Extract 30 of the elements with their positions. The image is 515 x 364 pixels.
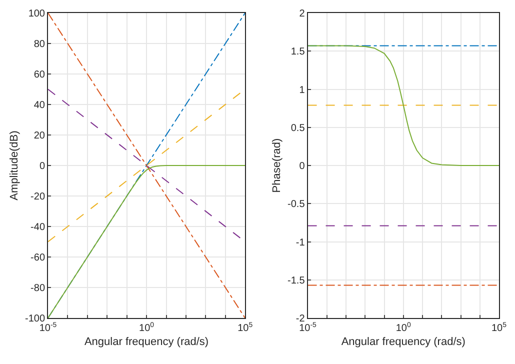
x-axis-title: Angular frequency (rad/s) (341, 336, 466, 348)
y-tick-label: 2 (299, 8, 306, 20)
y-tick-label: 1 (299, 84, 306, 96)
x-tick-label: 10$^{5}$ (491, 322, 507, 334)
x-tick-label: 10$^{-5}$ (39, 322, 57, 334)
y-tick-label: -40 (30, 222, 46, 233)
y-tick-label: -1 (296, 237, 306, 248)
y-tick-label: 0.5 (290, 122, 306, 134)
y-tick-label: -2 (296, 314, 306, 324)
y-tick-label: 20 (34, 130, 46, 142)
y-tick-label: -0.5 (288, 199, 306, 210)
y-tick-label: -20 (30, 192, 46, 202)
x-tick-label: 10$^{5}$ (238, 322, 253, 334)
y-axis-title: Amplitude(dB) (8, 130, 21, 200)
x-tick-label: 10$^{0}$ (396, 322, 411, 334)
y-tick-label: 60 (34, 70, 46, 80)
y-tick-label: 0 (39, 161, 46, 172)
y-tick-label: -80 (30, 283, 46, 294)
y-axis-title: Phase(rad) (271, 138, 284, 193)
y-tick-label: 100 (28, 8, 46, 20)
x-axis-title: Angular frequency (rad/s) (84, 336, 209, 348)
y-tick-label: 1.5 (290, 46, 306, 58)
x-tick-label: 10$^{0}$ (139, 322, 154, 334)
y-tick-label: 0 (299, 161, 306, 172)
y-tick-label: 80 (34, 39, 46, 50)
y-tick-label: -100 (24, 314, 46, 324)
y-tick-label: -1.5 (288, 275, 306, 286)
x-tick-label: 10$^{-5}$ (299, 322, 317, 334)
y-tick-label: -60 (30, 252, 46, 264)
y-tick-label: 40 (34, 100, 46, 111)
